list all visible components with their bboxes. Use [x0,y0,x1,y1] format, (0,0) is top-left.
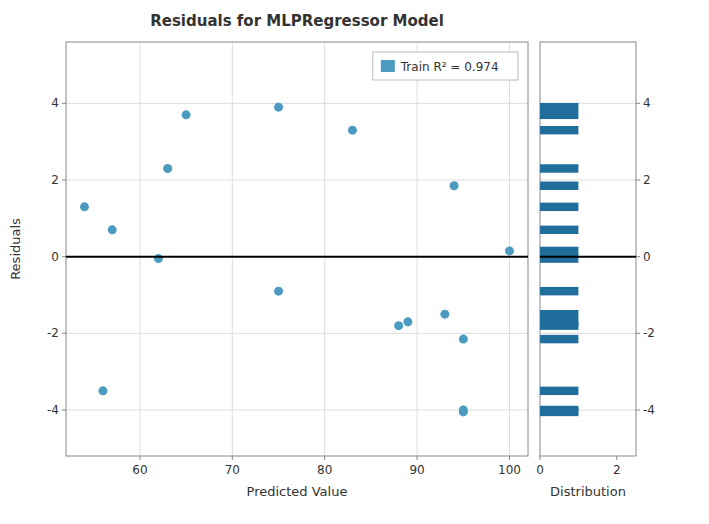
tick-x [232,456,233,460]
bar [540,203,578,211]
tick-y [636,103,640,104]
grid-line-x [232,42,233,456]
grid-line-y [540,180,636,181]
tick-label-x: 60 [132,463,147,477]
chart-title: Residuals for MLPRegressor Model [150,12,444,30]
scatter-point [154,254,163,263]
plot-frame [540,42,636,456]
tick-label-y: -2 [47,326,59,340]
y-axis-label: Residuals [8,218,23,280]
bar [540,254,578,262]
x-axis-label: Distribution [550,484,626,499]
grid-line-y [66,103,528,104]
grid-line-y [66,256,528,257]
bar [540,226,578,234]
bar [540,103,578,111]
tick-y [62,410,66,411]
scatter-point [108,225,117,234]
bar [540,247,578,255]
scatter-point [348,126,357,135]
bar [540,182,578,190]
grid-line-x [417,42,418,456]
legend-box [373,52,518,80]
tick-y [636,180,640,181]
bar [540,335,578,343]
tick-label-y: 4 [643,96,651,110]
legend: Train R² = 0.974 [373,52,518,80]
bar [540,126,578,134]
bar [540,111,578,119]
tick-label-y: 2 [643,173,651,187]
tick-label-y: 0 [643,250,651,264]
tick-label-y: 0 [51,250,59,264]
scatter-point [98,386,107,395]
tick-label-x: 100 [498,463,521,477]
reference-line [66,256,528,258]
scatter-point [450,181,459,190]
grid-line-x [324,42,325,456]
scatter-point [394,321,403,330]
tick-x [139,456,140,460]
scatter-point [182,110,191,119]
tick-x [540,456,541,460]
bar [540,387,578,395]
scatter-point [459,407,468,416]
chart-root: 60 70 80 90 100 -4 -2 0 2 4 Predicted Value Residua… [0,0,709,524]
tick-x [509,456,510,460]
tick-y [62,256,66,257]
bar [540,287,578,295]
tick-label-y: -2 [643,326,655,340]
scatter-point [440,310,449,319]
reference-line [540,256,636,258]
grid-line-x [139,42,140,456]
tick-y [636,256,640,257]
x-axis-label: Predicted Value [247,484,348,499]
grid-line-y [540,333,636,334]
bar [540,164,578,172]
tick-x [324,456,325,460]
tick-label-y: -4 [47,403,59,417]
tick-y [636,410,640,411]
panel-1: 0 2 -4 -2 0 2 4 Distribution [536,42,655,499]
tick-label-x: 80 [317,463,332,477]
legend-label: Train R² = 0.974 [400,60,499,74]
tick-label-x: 2 [613,463,621,477]
scatter-point [80,202,89,211]
tick-y [62,180,66,181]
scatter-point [274,103,283,112]
grid-line-y [66,333,528,334]
tick-label-y: 2 [51,173,59,187]
grid-line-y [540,256,636,257]
tick-label-y: -4 [643,403,655,417]
tick-y [62,103,66,104]
tick-y [636,333,640,334]
tick-label-x: 90 [409,463,424,477]
tick-label-y: 4 [51,96,59,110]
scatter-point [274,287,283,296]
bar [540,318,578,326]
bar [540,310,578,318]
scatter-point [459,335,468,344]
scatter-point [163,164,172,173]
scatter-point [505,246,514,255]
grid-line-y [66,180,528,181]
marks [540,103,636,416]
tick-label-x: 0 [536,463,544,477]
grid-line-y [66,410,528,411]
tick-label-x: 70 [225,463,240,477]
tick-x [616,456,617,460]
marks [66,103,528,417]
legend-swatch [381,60,395,72]
tick-y [62,333,66,334]
scatter-point [403,317,412,326]
tick-x [417,456,418,460]
plot-frame [66,42,528,456]
bar [540,408,578,416]
panel-0: 60 70 80 90 100 -4 -2 0 2 4 Predicted Value Residua… [8,12,528,499]
